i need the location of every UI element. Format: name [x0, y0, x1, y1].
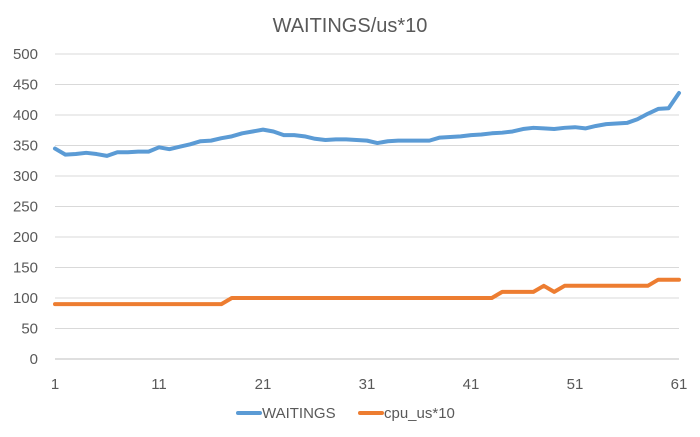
series-line-cpu-us [53, 277, 681, 307]
x-tick-label: 31 [359, 376, 376, 393]
x-tick-label: 51 [567, 376, 584, 393]
x-tick-label: 61 [671, 376, 688, 393]
y-tick-label: 150 [13, 260, 38, 277]
x-axis: 1 11 21 31 41 51 61 [51, 376, 688, 393]
y-tick-label: 450 [13, 77, 38, 94]
legend: WAITINGS cpu_us*10 [236, 405, 455, 422]
series-line-waitings [53, 91, 681, 158]
series-lines [53, 91, 681, 307]
y-tick-label: 50 [21, 321, 38, 338]
gridlines [55, 53, 679, 360]
y-axis: 0 50 100 150 200 250 300 350 400 450 500 [13, 46, 38, 368]
x-tick-label: 11 [151, 376, 167, 393]
y-tick-label: 300 [13, 168, 38, 185]
y-tick-label: 500 [13, 46, 38, 63]
y-tick-label: 100 [13, 290, 38, 307]
y-tick-label: 0 [30, 351, 38, 368]
legend-label: cpu_us*10 [384, 405, 455, 422]
x-tick-label: 21 [255, 376, 272, 393]
x-tick-label: 41 [463, 376, 480, 393]
legend-label: WAITINGS [262, 405, 336, 422]
y-tick-label: 400 [13, 107, 38, 124]
y-tick-label: 350 [13, 138, 38, 155]
x-tick-label: 1 [51, 376, 59, 393]
y-tick-label: 200 [13, 229, 38, 246]
y-tick-label: 250 [13, 199, 38, 216]
chart-title: WAITINGS/us*10 [273, 15, 428, 37]
